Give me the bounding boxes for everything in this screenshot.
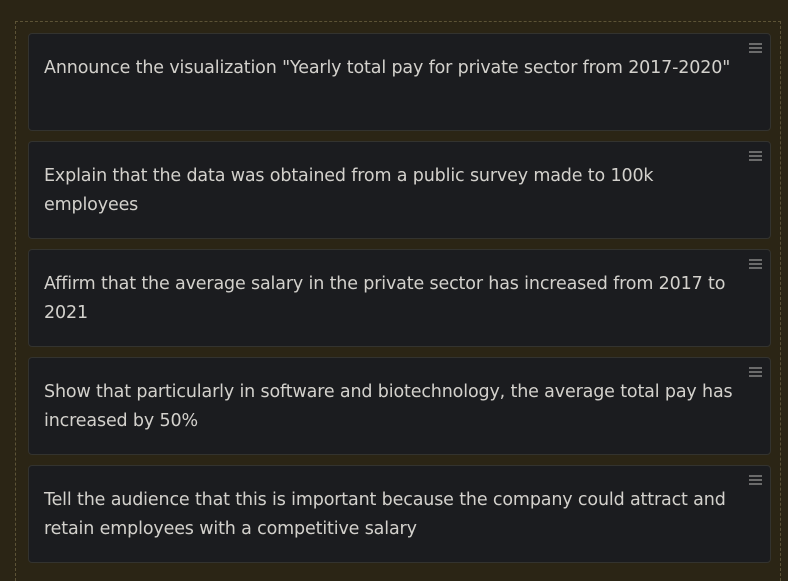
step-card-2[interactable]: Explain that the data was obtained from … bbox=[28, 141, 771, 239]
sortable-list-container bbox=[15, 21, 781, 581]
step-text: Announce the visualization "Yearly total… bbox=[44, 58, 731, 78]
drag-handle-icon[interactable] bbox=[749, 43, 762, 53]
step-text: Show that particularly in software and b… bbox=[44, 382, 733, 431]
step-card-3[interactable]: Affirm that the average salary in the pr… bbox=[28, 249, 771, 347]
drag-handle-icon[interactable] bbox=[749, 475, 762, 485]
step-text: Affirm that the average salary in the pr… bbox=[44, 274, 726, 323]
drag-handle-icon[interactable] bbox=[749, 259, 762, 269]
step-card-1[interactable]: Announce the visualization "Yearly total… bbox=[28, 33, 771, 131]
step-card-5[interactable]: Tell the audience that this is important… bbox=[28, 465, 771, 563]
sortable-steps-list: Announce the visualization "Yearly total… bbox=[28, 33, 771, 573]
step-card-4[interactable]: Show that particularly in software and b… bbox=[28, 357, 771, 455]
drag-handle-icon[interactable] bbox=[749, 151, 762, 161]
step-text: Explain that the data was obtained from … bbox=[44, 166, 654, 215]
drag-handle-icon[interactable] bbox=[749, 367, 762, 377]
step-text: Tell the audience that this is important… bbox=[44, 490, 726, 539]
